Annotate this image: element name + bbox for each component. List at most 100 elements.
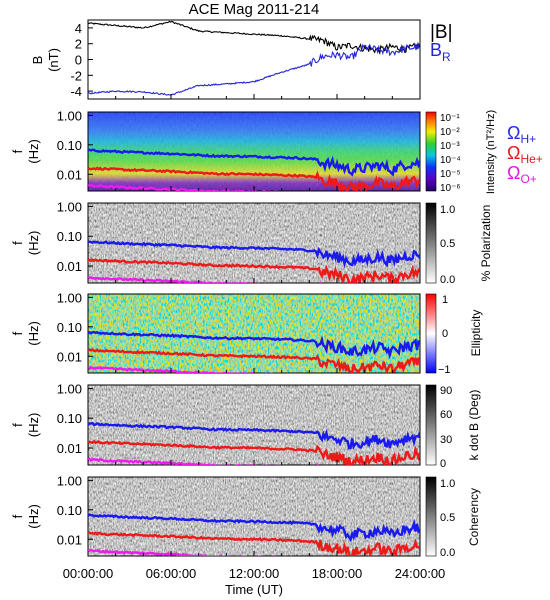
he-plus-cyclotron-line — [88, 166, 420, 191]
freq-ylabel-main: f — [10, 514, 25, 518]
freq-tick-label: 0.01 — [57, 259, 82, 274]
he-plus-cyclotron-line — [88, 531, 420, 556]
b-ylabel-main: B — [30, 56, 45, 65]
x-tick-label-4: 24:00:00 — [395, 566, 446, 581]
b-y-tick-label: 0 — [75, 53, 82, 68]
x-axis-label: Time (UT) — [225, 582, 283, 597]
coherency-colorbar — [425, 476, 437, 557]
freq-tick-label: 1.00 — [57, 199, 82, 214]
kdotb-colorbar — [425, 384, 437, 466]
cb3-tick-2: −1 — [438, 364, 451, 376]
polarization-colorbar — [425, 202, 437, 284]
cyclotron-legend: ΩH+ ΩHe+ ΩO+ — [507, 123, 543, 186]
x-tick-label-1: 06:00:00 — [146, 566, 197, 581]
b-y-tick-label: 4 — [75, 21, 82, 36]
ellipticity-colorbar — [425, 293, 437, 374]
cb3-tick-1: 0 — [442, 328, 448, 340]
b-panel-frame — [87, 19, 421, 100]
spectrum-colorbar-label: Intensity (nT²/Hz) — [485, 110, 497, 194]
freq-tick-label: 0.10 — [57, 503, 82, 518]
cb5-tick-0: 1.0 — [440, 478, 455, 490]
b-series-line-1 — [88, 42, 420, 96]
freq-ylabel-unit: (Hz) — [26, 504, 41, 529]
ellipticity-colorbar-label: Ellipticity — [469, 310, 483, 357]
b-y-ticks: 420-2-4 — [70, 21, 93, 99]
cb4-tick-1: 60 — [440, 409, 452, 421]
legend-he-sub: He+ — [520, 152, 542, 166]
b-field-lines — [88, 20, 420, 96]
freq-ylabel-main: f — [10, 423, 25, 427]
legend-b-r-main: B — [430, 40, 442, 60]
h-plus-cyclotron-line — [88, 240, 420, 269]
legend-o-sym: Ω — [507, 163, 520, 183]
cb2-tick-2: 0.0 — [440, 274, 455, 286]
x-tick-label-0: 00:00:00 — [63, 566, 114, 581]
legend-b-r: BR — [430, 40, 451, 64]
cb1-tick-0: 10⁻¹ — [440, 113, 460, 124]
legend-o-sub: O+ — [520, 172, 536, 186]
cb5-tick-1: 0.5 — [440, 512, 455, 524]
o-plus-cyclotron-line — [88, 548, 323, 556]
h-plus-cyclotron-line — [88, 330, 420, 360]
legend-b-r-sub: R — [442, 50, 451, 64]
freq-tick-label: 0.10 — [57, 411, 82, 426]
freq-tick-label: 0.01 — [57, 167, 82, 182]
ellipticity-panel: 1 0 −1 Ellipticity — [87, 293, 483, 376]
b-y-tick-label: 2 — [75, 37, 82, 52]
freq-tick-label: 0.10 — [57, 138, 82, 153]
b-y-tick-label: -4 — [70, 84, 82, 99]
spectrum-colorbar — [425, 111, 437, 192]
freq-tick-label: 0.01 — [57, 441, 82, 456]
x-axis: 00:00:00 06:00:00 12:00:00 18:00:00 24:0… — [63, 566, 446, 597]
spectrum-panel: 10⁻¹ 10⁻² 10⁻³ 10⁻⁴ 10⁻⁵ 10⁻⁶ Intensity … — [87, 110, 497, 194]
cb5-tick-2: 0.0 — [440, 547, 455, 559]
b-ylabel-unit: (nT) — [46, 48, 61, 72]
cb1-tick-1: 10⁻² — [440, 127, 460, 138]
legend-h-sym: Ω — [507, 123, 520, 143]
freq-tick-label: 1.00 — [57, 473, 82, 488]
h-plus-cyclotron-line — [88, 513, 420, 543]
freq-ylabel-main: f — [10, 241, 25, 245]
cb1-tick-3: 10⁻⁴ — [440, 155, 461, 166]
cb1-tick-2: 10⁻³ — [440, 141, 460, 152]
freq-tick-label: 1.00 — [57, 381, 82, 396]
freq-ylabel-main: f — [10, 149, 25, 153]
freq-tick-label: 0.10 — [57, 229, 82, 244]
legend-h-sub: H+ — [520, 132, 536, 146]
freq-tick-label: 1.00 — [57, 108, 82, 123]
freq-ylabel-main: f — [10, 331, 25, 335]
legend-he-plus: ΩHe+ — [507, 143, 543, 166]
cb4-tick-2: 30 — [440, 434, 452, 446]
freq-tick-label: 0.01 — [57, 532, 82, 547]
spectrum-colorbar-ticks: 10⁻¹ 10⁻² 10⁻³ 10⁻⁴ 10⁻⁵ 10⁻⁶ — [440, 113, 461, 194]
freq-ylabel-unit: (Hz) — [26, 413, 41, 438]
b-series-line-0 — [88, 20, 420, 56]
legend-b-total: |B| — [430, 22, 453, 43]
coherency-colorbar-label: Coherency — [467, 488, 481, 546]
cb2-tick-0: 1.0 — [440, 204, 455, 216]
generated-marks: 1.000.100.01f (Hz)1.000.100.01f (Hz)1.000.… — [10, 94, 421, 556]
freq-ylabel-unit: (Hz) — [26, 139, 41, 164]
legend-h-plus: ΩH+ — [507, 123, 536, 146]
coherency-noise — [88, 477, 420, 556]
legend-he-sym: Ω — [507, 143, 520, 163]
h-plus-cyclotron-line — [88, 421, 420, 451]
freq-ylabel-unit: (Hz) — [26, 321, 41, 346]
figure-title: ACE Mag 2011-214 — [189, 1, 320, 18]
cb1-tick-5: 10⁻⁶ — [440, 183, 461, 194]
freq-ylabel-unit: (Hz) — [26, 231, 41, 256]
cb4-tick-3: 0 — [440, 458, 446, 470]
b-field-panel: 420-2-4 B (nT) |B| BR — [30, 19, 453, 100]
cb2-tick-1: 0.5 — [440, 238, 455, 250]
polarization-colorbar-label: % Polarization — [479, 205, 493, 282]
freq-tick-label: 0.01 — [57, 349, 82, 364]
legend-o-plus: ΩO+ — [507, 163, 537, 186]
h-plus-cyclotron-line — [88, 148, 420, 177]
b-y-tick-label: -2 — [70, 68, 82, 83]
freq-tick-label: 1.00 — [57, 290, 82, 305]
cb4-tick-0: 90 — [440, 385, 452, 397]
cyclotron-lines-panel-5 — [88, 513, 420, 556]
cb3-tick-0: 1 — [442, 294, 448, 306]
x-tick-label-2: 12:00:00 — [229, 566, 280, 581]
